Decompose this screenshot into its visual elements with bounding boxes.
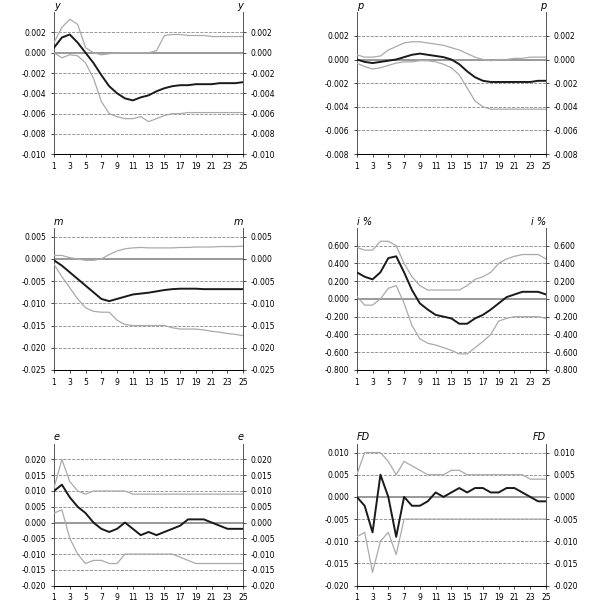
Text: m: m [234,217,243,226]
Text: p: p [357,1,363,11]
Text: y: y [54,1,60,11]
Text: e: e [54,432,60,442]
Text: y: y [238,1,243,11]
Text: p: p [540,1,546,11]
Text: e: e [237,432,243,442]
Text: i %: i % [531,217,546,226]
Text: FD: FD [533,432,546,442]
Text: FD: FD [357,432,370,442]
Text: i %: i % [357,217,372,226]
Text: m: m [54,217,64,226]
